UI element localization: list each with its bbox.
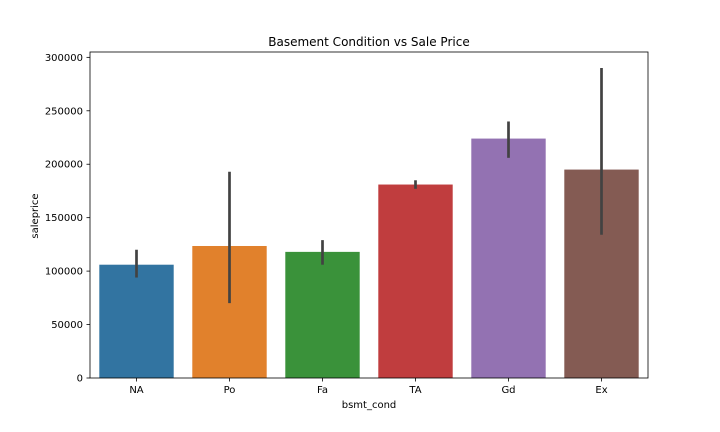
bar-gd: [471, 138, 546, 378]
bar-na: [99, 264, 174, 378]
x-tick-label: Fa: [317, 385, 328, 396]
plot-frame: [89, 51, 649, 379]
y-tick-label: 150000: [45, 213, 83, 224]
x-axis: NA Po Fa TA Gd Ex: [129, 378, 608, 396]
bar-ta: [378, 184, 453, 378]
chart-title: Basement Condition vs Sale Price: [268, 35, 469, 49]
y-axis: 0 50000 100000 150000 200000 250000 300000: [45, 53, 90, 385]
x-tick-label: Ex: [595, 385, 607, 396]
y-tick-label: 100000: [45, 267, 83, 278]
x-tick-label: NA: [129, 385, 143, 396]
x-axis-label: bsmt_cond: [342, 400, 397, 411]
y-tick-label: 250000: [45, 106, 83, 117]
error-bars-layer: [135, 68, 603, 304]
x-tick-label: Po: [224, 385, 236, 396]
y-tick-label: 300000: [45, 53, 83, 64]
y-tick-label: 200000: [45, 160, 83, 171]
y-tick-label: 0: [77, 374, 83, 385]
x-tick-label: TA: [408, 385, 421, 396]
x-tick-label: Gd: [501, 385, 515, 396]
bar-fa: [285, 251, 360, 378]
bars-layer: [99, 138, 639, 378]
y-axis-label: saleprice: [30, 193, 41, 238]
y-tick-label: 50000: [51, 320, 83, 331]
